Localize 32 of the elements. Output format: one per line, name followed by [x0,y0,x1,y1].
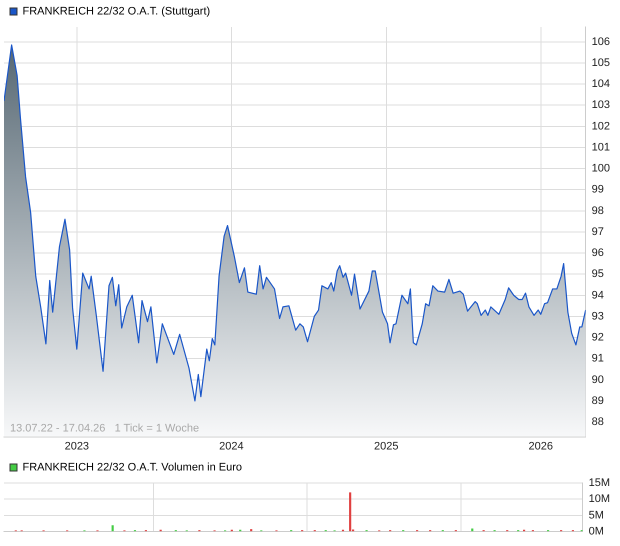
x-tick-label: 2025 [374,440,399,452]
bar [471,528,474,532]
y-tick-label: 93 [592,310,604,322]
annotation: 13.07.22 - 17.04.26 1 Tick = 1 Woche [10,422,200,434]
y-tick-label: 92 [592,332,604,344]
x-tick-label: 2024 [219,440,244,452]
y-tick-label: 98 [592,204,604,217]
bar [349,492,352,532]
y-tick-label: 99 [592,184,604,196]
x-tick-label: 2026 [528,440,554,452]
legend-label: FRANKREICH 22/32 O.A.T. (Stuttgart) [22,6,210,18]
y-tick-label: 10M [588,493,610,506]
y-tick-label: 103 [592,99,610,112]
y-tick-label: 95 [592,268,604,280]
y-tick-label: 5M [588,509,604,522]
y-tick-label: 15M [588,477,610,490]
y-tick-label: 91 [592,352,604,365]
y-tick-label: 106 [592,36,610,48]
y-tick-label: 105 [592,56,610,69]
y-tick-label: 104 [592,78,610,90]
y-tick-label: 102 [592,120,610,132]
y-tick-label: 100 [592,162,610,175]
x-tick-label: 2023 [64,440,90,452]
y-tick-label: 97 [592,226,604,238]
legend-label: FRANKREICH 22/32 O.A.T. Volumen in Euro [22,462,242,474]
y-tick-label: 94 [592,289,604,302]
y-tick-label: 88 [592,416,604,428]
y-tick-label: 96 [592,247,604,260]
y-tick-label: 101 [592,141,610,154]
y-tick-label: 89 [592,394,604,407]
y-tick-label: 0M [588,525,604,538]
y-tick-label: 90 [592,374,604,386]
